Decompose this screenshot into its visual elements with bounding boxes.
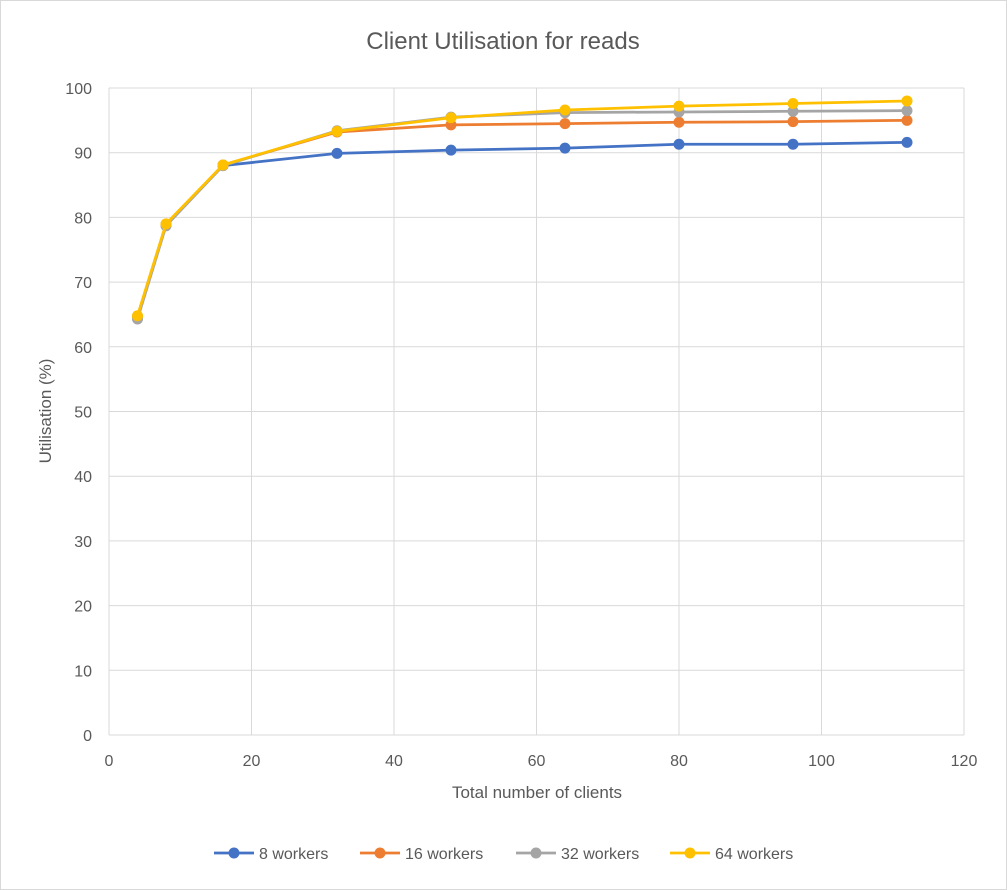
data-point: [901, 114, 913, 126]
y-tick-label: 100: [65, 81, 92, 98]
x-axis-title: Total number of clients: [452, 783, 622, 802]
y-tick-label: 70: [74, 275, 92, 292]
chart-title: Client Utilisation for reads: [366, 28, 639, 55]
y-tick-label: 30: [74, 534, 92, 551]
y-axis-title: Utilisation (%): [36, 359, 55, 464]
data-point: [673, 138, 685, 150]
y-tick-label: 80: [74, 210, 92, 227]
series-layer: [132, 95, 913, 325]
data-point: [787, 105, 799, 117]
data-point: [217, 159, 229, 171]
legend-label: 8 workers: [259, 846, 328, 863]
y-tick-label: 90: [74, 146, 92, 163]
data-point: [787, 116, 799, 128]
data-point: [901, 136, 913, 148]
legend-marker: [228, 847, 240, 859]
x-tick-label: 60: [528, 753, 546, 770]
data-point: [559, 104, 571, 116]
x-tick-label: 100: [808, 753, 835, 770]
data-point: [331, 125, 343, 137]
legend: 8 workers 16 workers 32 workers 64 workers: [214, 846, 793, 863]
data-point: [901, 95, 913, 107]
data-point: [559, 142, 571, 154]
x-tick-label: 0: [105, 753, 114, 770]
y-tick-label: 10: [74, 663, 92, 680]
legend-label: 64 workers: [715, 846, 793, 863]
data-point: [673, 116, 685, 128]
x-tick-label: 80: [670, 753, 688, 770]
legend-marker: [684, 847, 696, 859]
y-tick-label: 50: [74, 405, 92, 422]
series-1: [132, 136, 913, 322]
x-tick-label: 120: [951, 753, 978, 770]
series-3: [132, 105, 913, 325]
legend-item: 8 workers: [214, 846, 328, 863]
x-axis-ticks: 0 20 40 60 80 100 120: [105, 753, 978, 770]
data-point: [559, 118, 571, 130]
legend-marker: [374, 847, 386, 859]
data-point: [160, 218, 172, 230]
data-point: [901, 105, 913, 117]
y-axis-ticks: 0 10 20 30 40 50 60 70 80 90 100: [65, 81, 92, 745]
legend-label: 32 workers: [561, 846, 639, 863]
series-line: [136, 140, 908, 317]
series-4: [132, 95, 913, 322]
y-tick-label: 60: [74, 340, 92, 357]
grid-lines: [108, 87, 965, 736]
data-point: [445, 144, 457, 156]
data-point: [132, 310, 143, 322]
y-tick-label: 20: [74, 599, 92, 616]
data-point: [331, 147, 343, 159]
legend-marker: [530, 847, 542, 859]
x-tick-label: 20: [243, 753, 261, 770]
x-tick-label: 40: [385, 753, 403, 770]
y-tick-label: 0: [83, 728, 92, 745]
data-point: [445, 112, 457, 124]
legend-item: 16 workers: [360, 846, 483, 863]
data-point: [673, 100, 685, 112]
data-point: [787, 138, 799, 150]
series-line: [136, 99, 908, 317]
legend-item: 32 workers: [516, 846, 639, 863]
legend-item: 64 workers: [670, 846, 793, 863]
data-point: [787, 98, 799, 110]
y-tick-label: 40: [74, 469, 92, 486]
legend-label: 16 workers: [405, 846, 483, 863]
